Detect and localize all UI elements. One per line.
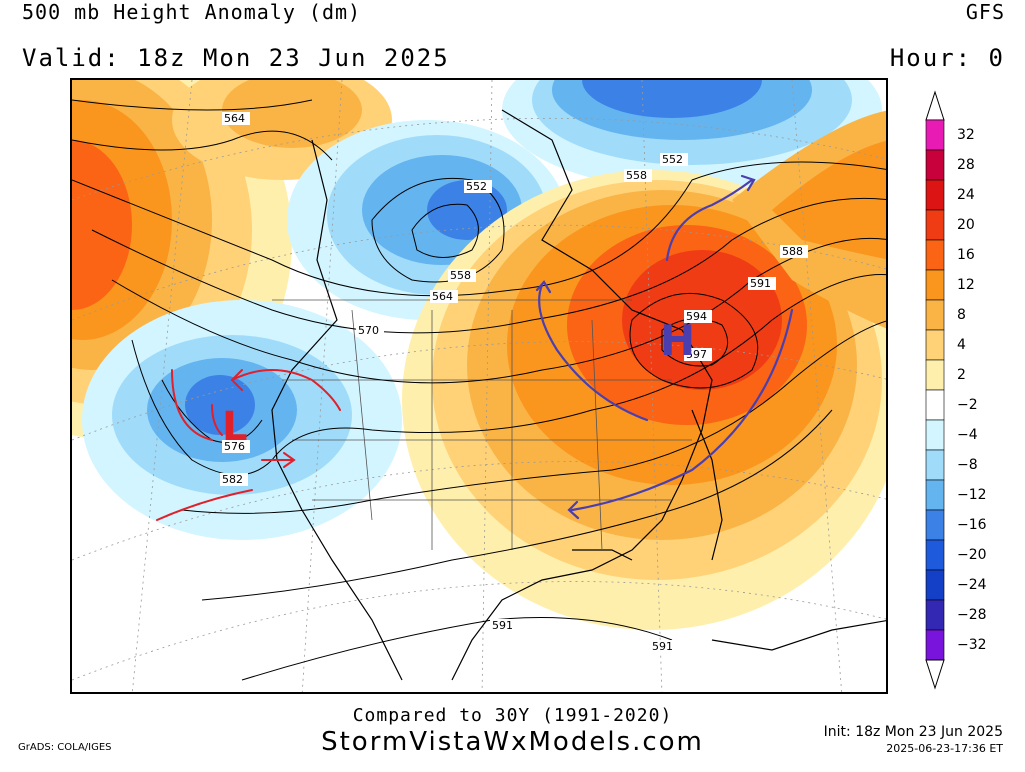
- colorbar-swatch: [925, 119, 945, 151]
- colorbar-swatch: [925, 149, 945, 181]
- contour-label: 564: [432, 290, 453, 303]
- height-contours: [72, 99, 886, 681]
- ridge-flow-arrows: [535, 174, 794, 520]
- grads-credit: GrADS: COLA/IGES: [18, 742, 112, 753]
- colorbar-bottom-arrow: [925, 659, 945, 690]
- colorbar-tick-label: −28: [957, 607, 987, 623]
- colorbar-swatch: [925, 299, 945, 331]
- colorbar-top-arrow: [925, 90, 945, 121]
- contour-label: 570: [358, 324, 379, 337]
- init-time: Init: 18z Mon 23 Jun 2025: [823, 724, 1003, 740]
- high-pressure-marker: H: [660, 316, 695, 365]
- colorbar-swatch: [925, 449, 945, 481]
- colorbar-swatch: [925, 329, 945, 361]
- contour-label: 597: [686, 348, 707, 361]
- colorbar-tick-label: 4: [957, 337, 966, 353]
- colorbar-tick-label: 2: [957, 367, 966, 383]
- contour-label: 564: [224, 112, 245, 125]
- contour-label: 558: [450, 269, 471, 282]
- colorbar-swatch: [925, 539, 945, 571]
- colorbar-tick-label: −12: [957, 487, 987, 503]
- colorbar-swatch: [925, 209, 945, 241]
- colorbar-swatch: [925, 569, 945, 601]
- contour-label: 576: [224, 440, 245, 453]
- map-panel: 564 552 558 552 558 564 570 576 582 588 …: [70, 78, 888, 694]
- coastlines: [271, 109, 886, 681]
- colorbar-tick-label: 24: [957, 187, 975, 203]
- colorbar-tick-label: −24: [957, 577, 987, 593]
- contour-label: 591: [652, 640, 673, 653]
- site-name: StormVistaWxModels.com: [321, 727, 704, 757]
- colorbar-tick-label: 12: [957, 277, 975, 293]
- colorbar-tick-label: 32: [957, 127, 975, 143]
- contour-label: 594: [686, 310, 707, 323]
- colorbar-swatch: [925, 359, 945, 391]
- valid-time: Valid: 18z Mon 23 Jun 2025: [22, 44, 450, 72]
- colorbar-tick-label: 16: [957, 247, 975, 263]
- colorbar-swatch: [925, 239, 945, 271]
- contour-label: 552: [662, 153, 683, 166]
- contour-label: 552: [466, 180, 487, 193]
- colorbar-tick-label: 28: [957, 157, 975, 173]
- model-name: GFS: [965, 0, 1005, 24]
- colorbar-swatch: [925, 479, 945, 511]
- colorbar-tick-label: −8: [957, 457, 978, 473]
- contour-label: 591: [750, 277, 771, 290]
- colorbar-tick-label: −4: [957, 427, 978, 443]
- colorbar: [925, 90, 945, 690]
- colorbar-swatch: [925, 269, 945, 301]
- contour-label: 582: [222, 473, 243, 486]
- climatology-note: Compared to 30Y (1991-2020): [352, 705, 673, 726]
- colorbar-swatch: [925, 509, 945, 541]
- contour-label: 588: [782, 245, 803, 258]
- colorbar-tick-label: 20: [957, 217, 975, 233]
- colorbar-swatch: [925, 599, 945, 631]
- colorbar-tick-label: −2: [957, 397, 978, 413]
- colorbar-swatch: [925, 629, 945, 661]
- contour-label: 558: [626, 169, 647, 182]
- colorbar-swatch: [925, 179, 945, 211]
- chart-title: 500 mb Height Anomaly (dm): [22, 0, 362, 24]
- low-flow-arrows: [156, 369, 341, 521]
- colorbar-swatch: [925, 389, 945, 421]
- low-pressure-marker: L: [222, 404, 248, 450]
- colorbar-swatch: [925, 419, 945, 451]
- timestamp: 2025-06-23-17:36 ET: [886, 742, 1003, 755]
- colorbar-tick-label: −20: [957, 547, 987, 563]
- colorbar-tick-label: 8: [957, 307, 966, 323]
- colorbar-tick-label: −32: [957, 637, 987, 653]
- contour-labels: 564 552 558 552 558 564 570 576 582 588 …: [220, 112, 808, 653]
- colorbar-tick-label: −16: [957, 517, 987, 533]
- forecast-hour: Hour: 0: [889, 44, 1005, 72]
- contour-label: 591: [492, 619, 513, 632]
